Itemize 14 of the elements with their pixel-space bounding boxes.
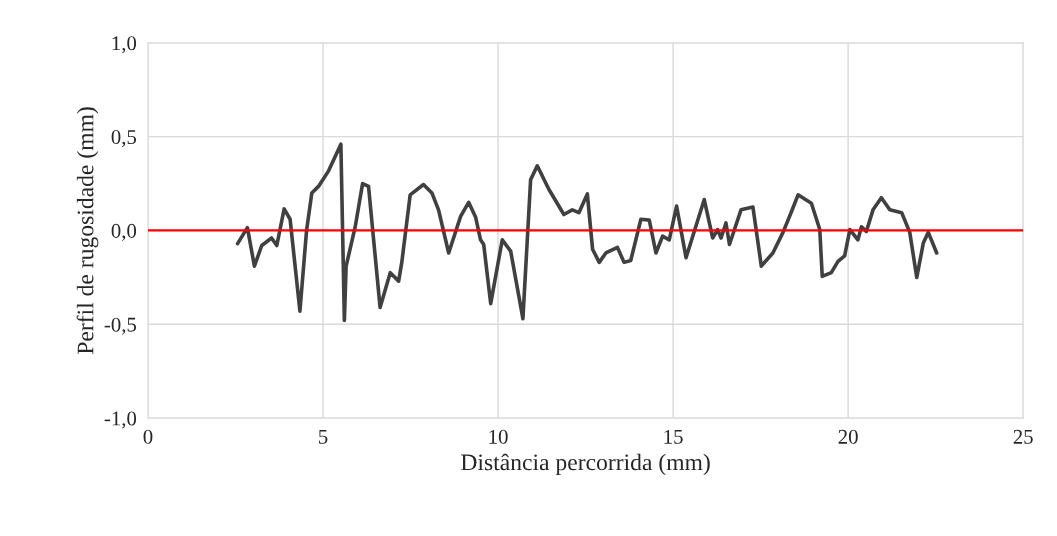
y-tick-label: -0,5 bbox=[104, 317, 137, 335]
x-tick-label: 5 bbox=[319, 430, 328, 444]
line-series bbox=[235, 142, 939, 323]
x-tick-label: 20 bbox=[838, 429, 858, 444]
y-tick-label: 0,5 bbox=[111, 130, 137, 148]
y-tick-label: -1,0 bbox=[104, 411, 137, 429]
y-tick-label: 1,0 bbox=[112, 36, 137, 54]
x-tick-label: 0 bbox=[143, 429, 153, 444]
x-tick-label: 25 bbox=[1013, 429, 1033, 444]
x-axis-title: Distância percorrida (mm) bbox=[461, 453, 710, 476]
x-tick-label: 10 bbox=[489, 429, 508, 444]
y-tick-label: 0,0 bbox=[111, 223, 137, 241]
x-tick-label: 15 bbox=[664, 429, 683, 444]
y-axis-title: Perfil de rugosidade (mm) bbox=[76, 107, 99, 355]
